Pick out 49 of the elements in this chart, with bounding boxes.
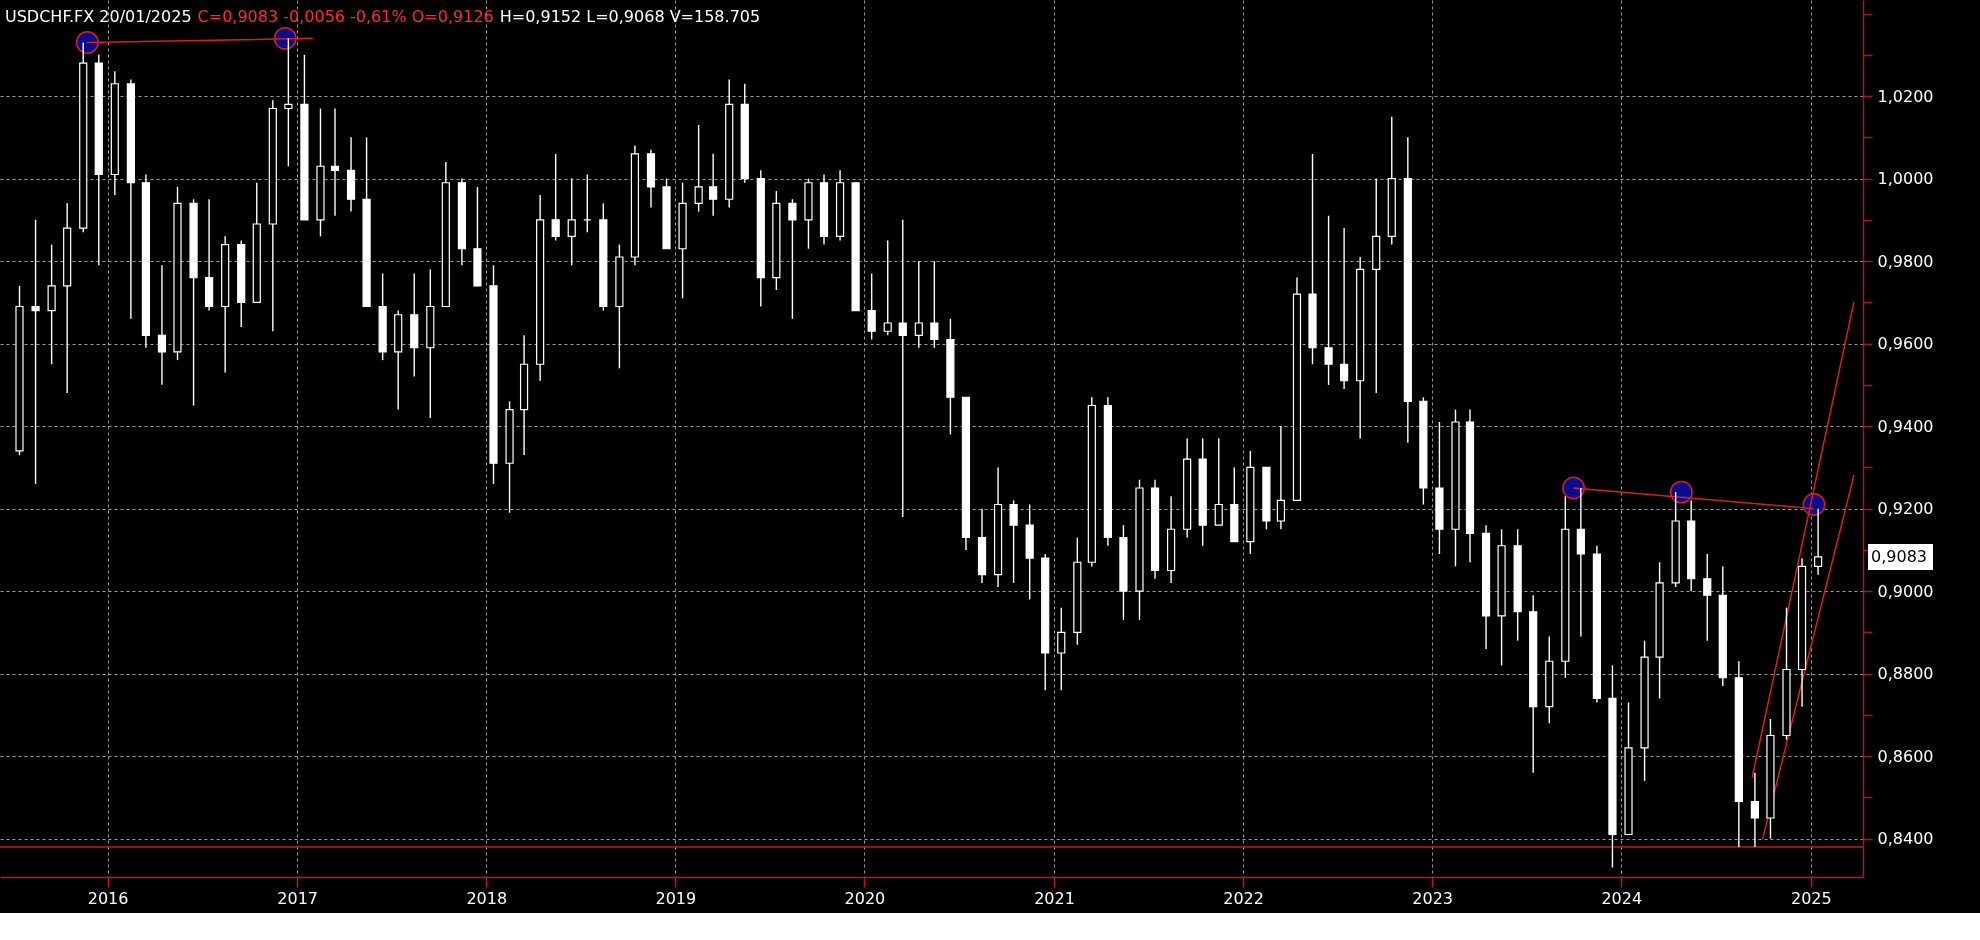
candlestick (898, 219, 907, 518)
annotation: H=0,9152 L=0,9068 V=158.705 (499, 7, 761, 26)
x-tick-label: 2024 (1601, 888, 1643, 908)
y-tick-label: 1,0000 (1877, 169, 1934, 189)
x-tick-label: 2019 (655, 888, 697, 908)
candlestick (157, 264, 167, 386)
x-tick-label: 2016 (87, 888, 129, 908)
y-tick-label: 0,9000 (1877, 581, 1934, 601)
candlestick (709, 153, 718, 217)
chart-title: USDCHF.FX 20/01/2025 (5, 7, 192, 26)
y-tick-label: 0,8800 (1877, 664, 1934, 684)
candlestick (1814, 507, 1823, 576)
candlestick (1009, 499, 1018, 584)
candlestick (1324, 215, 1333, 386)
x-tick-label: 2021 (1034, 888, 1075, 908)
x-tick-label: 2023 (1412, 888, 1454, 908)
candlestick (914, 260, 923, 349)
candlestick (1750, 771, 1760, 848)
candlestick (567, 177, 576, 266)
x-tick-label: 2022 (1223, 888, 1264, 908)
candlestick (1276, 425, 1286, 530)
candlestick (330, 107, 340, 217)
candlestick (1340, 227, 1349, 390)
candlestick (694, 124, 703, 213)
y-tick-label: 0,8400 (1877, 829, 1934, 849)
y-tick-label: 0,9200 (1877, 499, 1934, 519)
y-tick-label: 0,9600 (1877, 334, 1934, 354)
point (1562, 476, 1586, 500)
text: 0,9083 (1868, 543, 1933, 570)
y-tick-label: 0,9400 (1877, 416, 1934, 436)
y-tick-label: 1,0200 (1877, 86, 1934, 106)
candlestick (883, 239, 892, 337)
candlestick (284, 37, 293, 167)
candlestick (1214, 437, 1223, 526)
candlestick (867, 272, 876, 341)
candlestick (31, 219, 40, 485)
y-tick-label: 0,8600 (1877, 746, 1934, 766)
candlestick (788, 198, 797, 320)
y-tick-label: 0,9800 (1877, 251, 1934, 271)
x-tick-label: 2018 (466, 888, 508, 908)
annotation: C=0,9083 -0,0056 -0,61% O=0,9126 (197, 7, 494, 26)
candlestick (1703, 553, 1712, 642)
x-tick-label: 2017 (277, 888, 319, 908)
candlestick (551, 153, 560, 242)
candlestick (930, 260, 939, 349)
x-tick-label: 2020 (844, 888, 886, 908)
x-tick-label: 2025 (1791, 888, 1832, 908)
point (75, 31, 99, 54)
candlestick (1057, 606, 1066, 691)
